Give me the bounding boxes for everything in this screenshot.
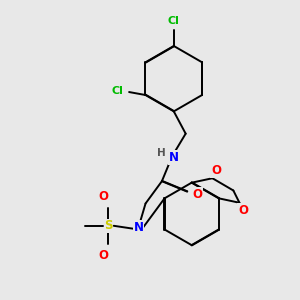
Text: Cl: Cl — [168, 16, 180, 26]
Text: O: O — [98, 190, 108, 202]
Text: O: O — [98, 249, 108, 262]
Text: O: O — [193, 188, 202, 201]
Text: N: N — [169, 151, 179, 164]
Text: Cl: Cl — [111, 85, 123, 96]
Text: O: O — [211, 164, 221, 177]
Text: O: O — [238, 204, 248, 217]
Text: H: H — [157, 148, 165, 158]
Text: S: S — [104, 219, 112, 232]
Text: N: N — [134, 221, 144, 234]
